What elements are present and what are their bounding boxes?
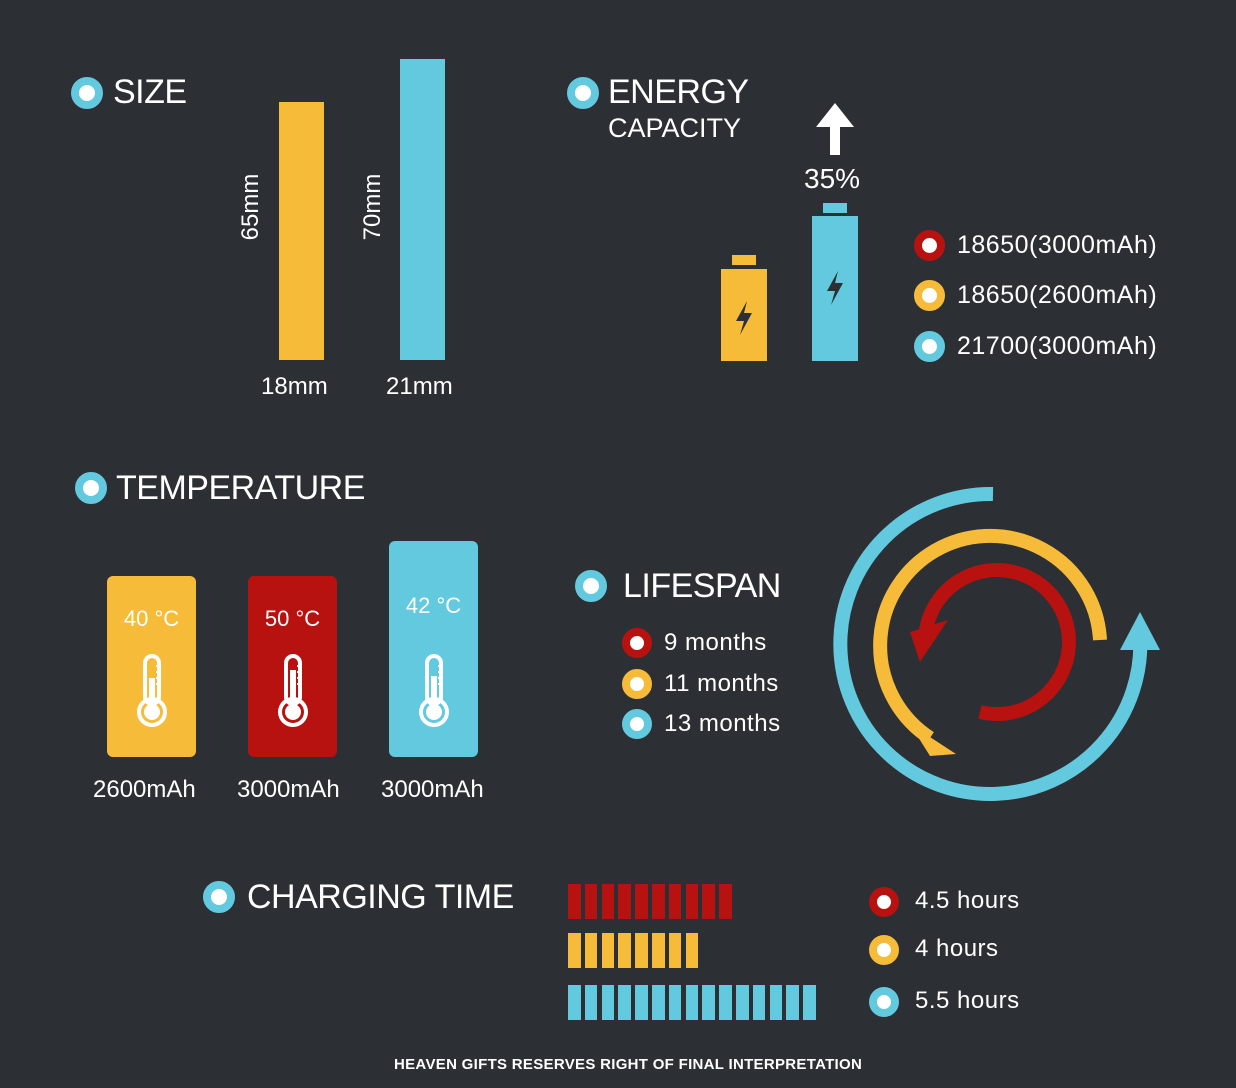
lifespan-legend-label-2: 13 months [664, 710, 781, 737]
charging-bar-segment [668, 884, 682, 919]
temp-caption-2: 3000mAh [381, 776, 484, 803]
charging-legend-dot-2 [869, 987, 899, 1017]
charging-bar-segment [584, 884, 598, 919]
temperature-heading: TEMPERATURE [116, 469, 365, 507]
battery-large-icon [812, 203, 858, 361]
charging-legend-label-2: 5.5 hours [915, 987, 1020, 1014]
charging-bar-segment [702, 884, 715, 919]
charging-bar-segment [568, 985, 581, 1020]
thermometer-icon [278, 654, 308, 727]
charging-bar-segment [652, 985, 665, 1020]
size-height-label-70: 70mm [359, 173, 386, 241]
size-height-label-65: 65mm [237, 173, 264, 241]
charging-bar-segment [685, 884, 699, 919]
energy-legend-dot-0 [914, 230, 945, 261]
charging-bar-segment [618, 933, 631, 968]
energy-legend-label-0: 18650(3000mAh) [957, 231, 1158, 259]
charging-bar-segment [769, 985, 783, 1020]
energy-heading-line2: CAPACITY [608, 113, 742, 143]
battery-small-icon [721, 255, 767, 361]
charging-bar-segment [601, 985, 615, 1020]
charging-legend-label-1: 4 hours [915, 935, 999, 962]
charging-bar-segment [786, 985, 799, 1020]
energy-heading-bullet [567, 77, 599, 109]
lifespan-heading: LIFESPAN [623, 567, 781, 605]
charging-bar-segment [685, 985, 699, 1020]
charging-bar-segment [584, 933, 598, 968]
charging-bar-row-1 [568, 933, 838, 968]
charging-bar-segment [635, 884, 648, 919]
charging-bar-segment [601, 884, 615, 919]
energy-increase-arrow-icon [816, 103, 854, 155]
temp-card-2: 42 °C [389, 541, 478, 757]
size-heading-bullet [71, 77, 103, 109]
charging-bar-segment [601, 933, 615, 968]
lifespan-legend-dot-0 [622, 628, 652, 658]
lifespan-legend-label-1: 11 months [664, 670, 779, 697]
lifespan-arc-9-months [918, 563, 1076, 721]
lifespan-arrowhead-red [910, 620, 948, 662]
lifespan-legend-dot-1 [622, 669, 652, 699]
temp-caption-0: 2600mAh [93, 776, 196, 803]
charging-bar-segment [719, 884, 732, 919]
energy-legend-label-2: 21700(3000mAh) [957, 332, 1158, 360]
charging-bar-segment [652, 884, 665, 919]
charging-heading: CHARGING TIME [247, 878, 514, 916]
charging-bar-segment [736, 985, 749, 1020]
charging-bars [568, 884, 838, 1024]
temp-value-0: 40 °C [123, 606, 180, 631]
charging-bar-segment [635, 985, 648, 1020]
lifespan-cycle-arrows [833, 486, 1160, 801]
energy-heading-line1: ENERGY [608, 73, 749, 111]
charging-bar-segment [719, 985, 732, 1020]
lifespan-arc-11-months [873, 528, 1107, 744]
charging-bar-segment [702, 985, 715, 1020]
lifespan-legend-dot-2 [622, 709, 652, 739]
size-bar-18mm [279, 102, 324, 360]
charging-bar-segment [568, 933, 581, 968]
size-bar-21mm [400, 59, 445, 360]
energy-legend-label-1: 18650(2600mAh) [957, 281, 1158, 309]
lifespan-arrowhead-yellow [910, 724, 956, 756]
lifespan-arc-13-months [833, 486, 1148, 801]
temp-card-0: 40 °C [107, 576, 196, 757]
energy-legend-dot-2 [914, 331, 945, 362]
temp-value-2: 42 °C [405, 593, 462, 618]
charging-bar-row-2 [568, 985, 838, 1020]
charging-legend-label-0: 4.5 hours [915, 887, 1020, 914]
charging-bar-segment [668, 985, 682, 1020]
charging-bar-segment [618, 985, 631, 1020]
charging-heading-bullet [203, 881, 235, 913]
size-heading: SIZE [113, 73, 187, 111]
temp-caption-1: 3000mAh [237, 776, 340, 803]
charging-bar-segment [652, 933, 665, 968]
charging-bar-segment [618, 884, 631, 919]
charging-bar-row-0 [568, 884, 838, 919]
charging-bar-segment [635, 933, 648, 968]
charging-bar-segment [685, 933, 699, 968]
thermometer-icon [137, 654, 167, 727]
temperature-heading-bullet [75, 472, 107, 504]
temp-value-1: 50 °C [264, 606, 321, 631]
energy-legend-dot-1 [914, 280, 945, 311]
charging-legend-dot-1 [869, 935, 899, 965]
temp-card-1: 50 °C [248, 576, 337, 757]
charging-bar-segment [752, 985, 766, 1020]
charging-bar-segment [568, 884, 581, 919]
lifespan-arrowhead-blue [1120, 612, 1160, 650]
size-width-label-18: 18mm [261, 373, 328, 400]
energy-increase-label: 35% [804, 163, 861, 194]
charging-legend-dot-0 [869, 887, 899, 917]
thermometer-icon [419, 654, 449, 727]
lifespan-legend-label-0: 9 months [664, 629, 767, 656]
size-width-label-21: 21mm [386, 373, 453, 400]
lifespan-heading-bullet [575, 570, 607, 602]
footer-disclaimer: HEAVEN GIFTS RESERVES RIGHT OF FINAL INT… [394, 1056, 863, 1073]
charging-bar-segment [584, 985, 598, 1020]
charging-bar-segment [668, 933, 682, 968]
charging-bar-segment [803, 985, 816, 1020]
